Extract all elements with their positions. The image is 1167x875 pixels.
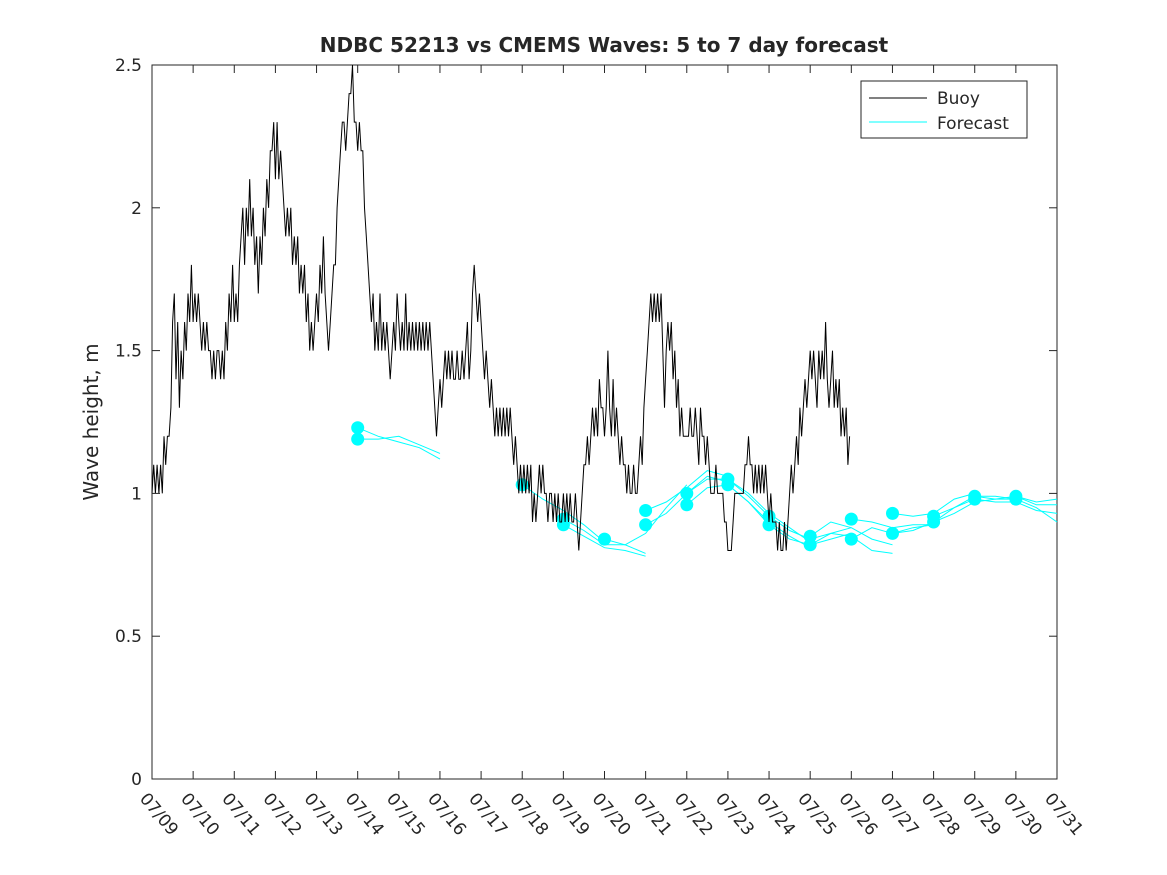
forecast-line <box>357 427 441 460</box>
forecast-marker <box>721 478 735 492</box>
forecast-line <box>1015 498 1058 523</box>
forecast-series <box>351 421 1058 557</box>
forecast-marker <box>1009 492 1023 506</box>
legend-box <box>860 80 1028 139</box>
forecast-marker <box>680 486 694 500</box>
y-tick-label: 1 <box>131 484 142 504</box>
forecast-marker <box>680 498 694 512</box>
chart-title: NDBC 52213 vs CMEMS Waves: 5 to 7 day fo… <box>320 33 889 57</box>
forecast-line <box>809 521 893 546</box>
forecast-marker <box>598 532 611 546</box>
forecast-line <box>357 435 441 454</box>
legend: Buoy Forecast <box>860 80 1028 139</box>
forecast-marker <box>803 538 817 552</box>
forecast-marker <box>927 515 941 529</box>
forecast-line <box>604 484 688 546</box>
buoy-series <box>151 64 851 551</box>
y-tick-label: 1.5 <box>115 342 142 362</box>
legend-buoy-label: Buoy <box>937 89 980 109</box>
plot-area <box>151 64 1058 780</box>
forecast-marker <box>351 421 365 435</box>
forecast-line <box>521 484 605 543</box>
forecast-marker <box>886 506 899 520</box>
forecast-marker <box>886 526 899 540</box>
forecast-marker <box>639 504 653 517</box>
y-tick-label: 0 <box>131 770 142 790</box>
y-tick-label: 2.5 <box>115 56 142 76</box>
forecast-marker <box>844 512 858 526</box>
y-axis-label: Wave height, m <box>79 343 103 500</box>
legend-forecast-label: Forecast <box>937 114 1009 134</box>
forecast-marker <box>844 532 858 546</box>
forecast-marker <box>639 518 653 532</box>
buoy-line <box>151 64 851 551</box>
forecast-marker <box>351 432 365 446</box>
forecast-line <box>1015 495 1057 506</box>
forecast-marker <box>968 492 982 506</box>
y-tick-label: 2 <box>131 199 142 219</box>
y-tick-label: 0.5 <box>115 627 142 647</box>
forecast-line <box>563 524 646 557</box>
